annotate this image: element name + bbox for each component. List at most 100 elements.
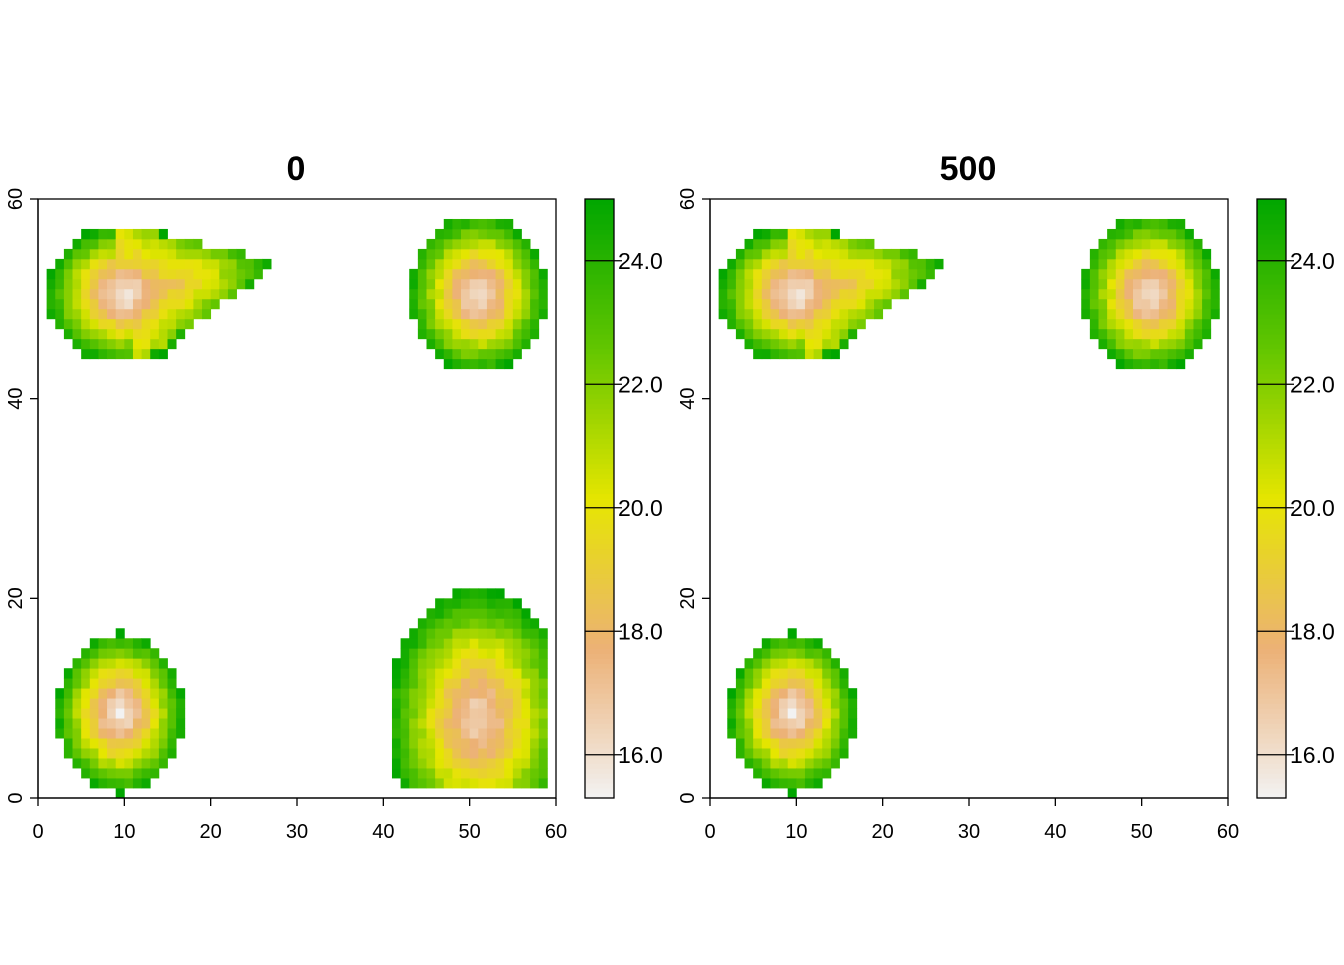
- raster-cell: [435, 768, 445, 779]
- raster-cell: [1098, 298, 1108, 310]
- raster-cell: [469, 348, 479, 360]
- colorbar-swatch: [1257, 418, 1286, 425]
- raster-cell: [495, 778, 505, 789]
- raster-cell: [443, 278, 453, 290]
- colorbar-tick-label: 22.0: [618, 371, 663, 397]
- raster-cell: [504, 358, 514, 370]
- colorbar-swatch: [1257, 503, 1286, 510]
- raster-cell: [1115, 298, 1125, 310]
- raster-cell: [796, 698, 806, 709]
- raster-cell: [1124, 318, 1134, 330]
- raster-cell: [435, 668, 445, 679]
- raster-cell: [89, 288, 99, 300]
- raster-cell: [770, 648, 780, 659]
- raster-cell: [917, 258, 927, 270]
- raster-cell: [486, 338, 496, 350]
- raster-cell: [813, 338, 823, 350]
- raster-cell: [1098, 338, 1108, 350]
- colorbar-swatch: [585, 593, 614, 599]
- raster-cell: [796, 758, 806, 769]
- colorbar-swatch: [585, 238, 614, 245]
- raster-cell: [770, 248, 780, 260]
- raster-cell: [1133, 318, 1143, 330]
- raster-cell: [452, 588, 462, 599]
- raster-cell: [210, 258, 220, 270]
- raster-cell: [753, 688, 763, 699]
- raster-cell: [521, 698, 531, 709]
- raster-cell: [98, 698, 108, 709]
- raster-cell: [426, 298, 436, 310]
- colorbar-swatch: [1257, 683, 1286, 689]
- raster-cell: [478, 298, 488, 310]
- raster-cell: [744, 248, 754, 260]
- raster-cell: [874, 258, 884, 270]
- raster-cell: [63, 708, 73, 719]
- raster-cell: [193, 238, 203, 250]
- raster-cell: [158, 248, 168, 260]
- raster-cell: [400, 678, 410, 689]
- raster-cell: [1167, 348, 1177, 360]
- colorbar-swatch: [585, 268, 614, 275]
- raster-cell: [1158, 248, 1168, 260]
- raster-cell: [530, 708, 540, 719]
- raster-cell: [150, 238, 160, 250]
- raster-cell: [779, 278, 789, 290]
- raster-cell: [761, 748, 771, 759]
- raster-cell: [813, 638, 823, 649]
- colorbar-swatch: [1257, 743, 1286, 749]
- raster-cell: [98, 768, 108, 779]
- raster-cell: [530, 748, 540, 759]
- raster-cell: [770, 298, 780, 310]
- raster-cell: [530, 278, 540, 290]
- raster-cell: [1202, 258, 1212, 270]
- raster-cell: [830, 658, 840, 669]
- raster-cell: [512, 338, 522, 350]
- colorbar-swatch: [585, 223, 614, 230]
- raster-cell: [132, 328, 142, 340]
- raster-cell: [804, 708, 814, 719]
- raster-cell: [813, 318, 823, 330]
- colorbar-swatch: [1257, 598, 1286, 604]
- raster-cell: [72, 738, 82, 749]
- raster-cell: [417, 768, 427, 779]
- raster-cell: [461, 218, 471, 230]
- raster-cell: [822, 748, 832, 759]
- raster-cell: [770, 728, 780, 739]
- raster-cell: [804, 638, 814, 649]
- colorbar-swatch: [585, 528, 614, 535]
- raster-cell: [512, 628, 522, 639]
- raster-cell: [796, 718, 806, 729]
- raster-cell: [89, 228, 99, 240]
- raster-cell: [158, 328, 168, 340]
- raster-cell: [530, 738, 540, 749]
- raster-cell: [882, 268, 892, 280]
- colorbar-swatch: [1257, 718, 1286, 724]
- raster-cell: [822, 708, 832, 719]
- raster-cell: [400, 648, 410, 659]
- colorbar-swatch: [585, 663, 614, 669]
- colorbar-swatch: [1257, 728, 1286, 734]
- raster-cell: [538, 768, 548, 779]
- raster-cell: [761, 768, 771, 779]
- raster-cell: [132, 688, 142, 699]
- raster-cell: [107, 298, 117, 310]
- raster-cell: [1133, 268, 1143, 280]
- raster-cell: [478, 638, 488, 649]
- raster-cell: [512, 298, 522, 310]
- raster-cell: [787, 688, 797, 699]
- raster-cell: [787, 668, 797, 679]
- raster-cell: [727, 708, 737, 719]
- colorbar-swatch: [1257, 293, 1286, 300]
- raster-cell: [779, 348, 789, 360]
- raster-cell: [1133, 328, 1143, 340]
- raster-cell: [1158, 218, 1168, 230]
- colorbar-swatch: [585, 658, 614, 664]
- raster-cell: [409, 638, 419, 649]
- raster-cell: [150, 228, 160, 240]
- raster-cell: [435, 348, 445, 360]
- colorbar-swatch: [1257, 348, 1286, 355]
- raster-cell: [89, 658, 99, 669]
- raster-cell: [417, 268, 427, 280]
- raster-cell: [55, 258, 65, 270]
